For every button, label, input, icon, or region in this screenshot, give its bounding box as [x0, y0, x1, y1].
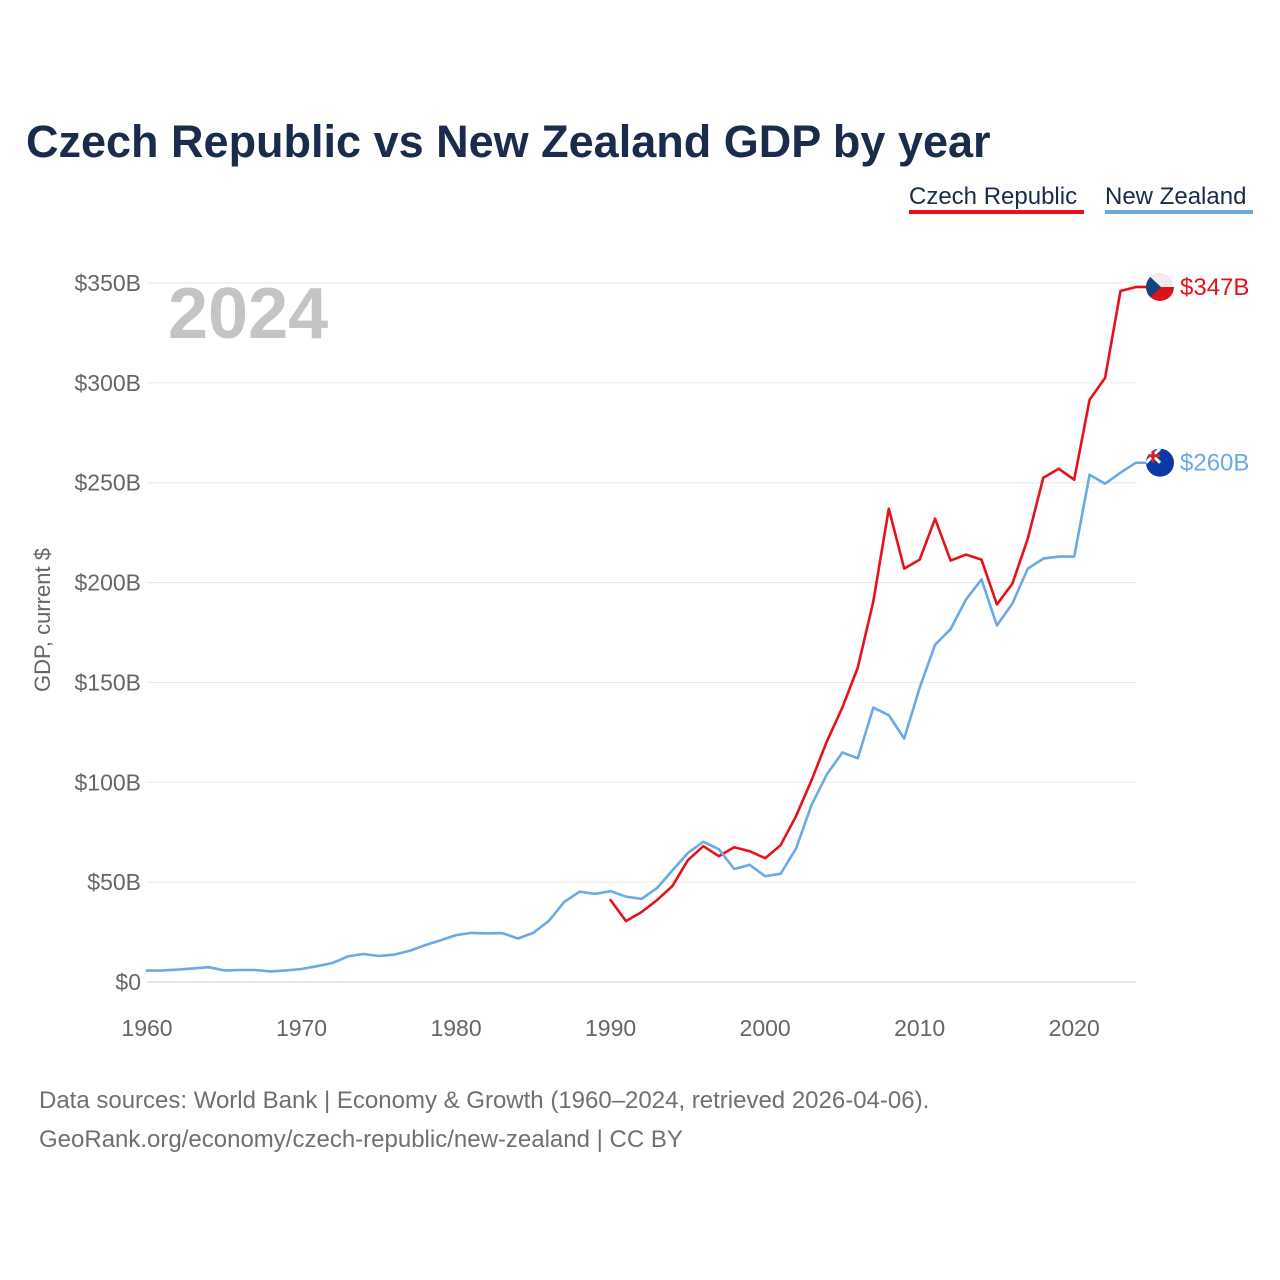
legend-item-label: New Zealand	[1105, 183, 1246, 210]
year-watermark: 2024	[168, 274, 328, 354]
y-axis-label: GDP, current $	[30, 548, 55, 692]
end-value-label: $260B	[1180, 450, 1249, 477]
series-line-czech-republic	[609, 285, 1138, 923]
x-tick-label: 1970	[276, 1015, 327, 1041]
grid-lines	[147, 282, 1136, 983]
x-tick-label: 1980	[430, 1015, 481, 1041]
chart-title: Czech Republic vs New Zealand GDP by yea…	[26, 116, 991, 167]
y-tick-label: $350B	[74, 270, 141, 296]
y-tick-label: $300B	[74, 370, 141, 396]
x-tick-label: 2020	[1049, 1015, 1100, 1041]
czech-flag-icon	[1146, 272, 1174, 301]
x-tick-label: 1960	[121, 1015, 172, 1041]
series-lines	[145, 285, 1138, 973]
legend: Czech Republic New Zealand	[909, 183, 1253, 214]
y-axis: $0 $50B $100B $150B $200B $250B $300B $350B	[74, 270, 141, 995]
x-tick-label: 2010	[894, 1015, 945, 1041]
y-tick-label: $100B	[74, 769, 141, 795]
x-tick-label: 1990	[585, 1015, 636, 1041]
x-axis: 1960 1970 1980 1990 2000 2010 2020	[121, 1015, 1099, 1041]
end-markers: $347B $260B	[1136, 272, 1249, 477]
new-zealand-flag-icon	[1146, 448, 1174, 477]
y-tick-label: $50B	[87, 869, 141, 895]
source-line-1: Data sources: World Bank | Economy & Gro…	[39, 1087, 929, 1114]
source-line-2: GeoRank.org/economy/czech-republic/new-z…	[39, 1126, 683, 1153]
end-value-label: $347B	[1180, 274, 1249, 301]
y-tick-label: $200B	[74, 570, 141, 596]
y-tick-label: $250B	[74, 470, 141, 496]
x-tick-label: 2000	[740, 1015, 791, 1041]
series-line-new-zealand	[145, 461, 1138, 973]
y-tick-label: $150B	[74, 669, 141, 695]
legend-item-swatch	[909, 210, 1084, 214]
legend-item-label: Czech Republic	[909, 183, 1077, 210]
legend-item-swatch	[1105, 210, 1253, 214]
y-tick-label: $0	[115, 969, 141, 995]
